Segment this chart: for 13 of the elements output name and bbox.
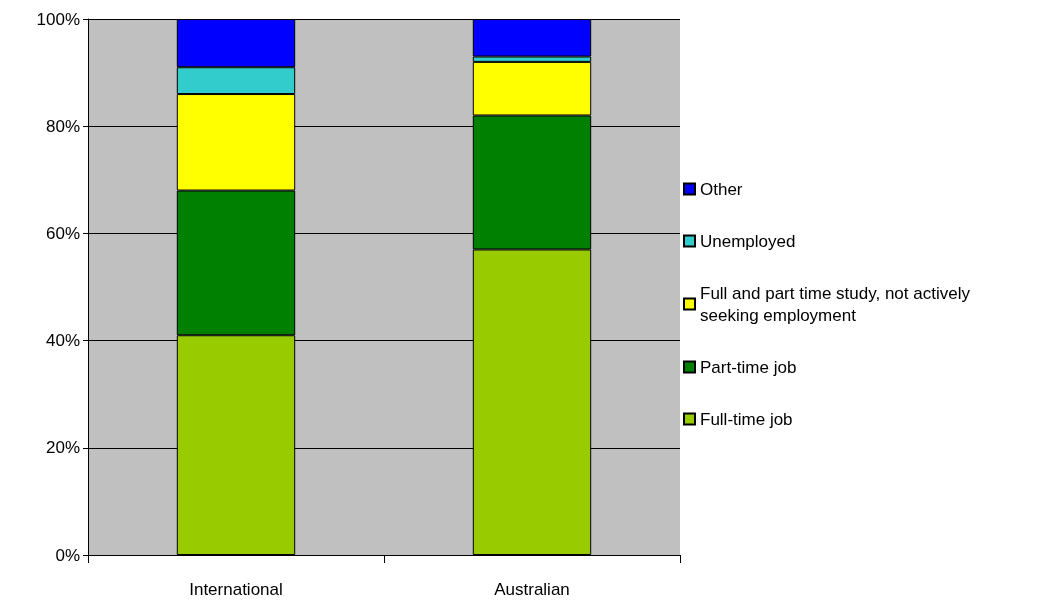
y-tick-label: 60% xyxy=(45,223,80,243)
y-tick-label: 80% xyxy=(45,116,80,136)
x-tick-label: International xyxy=(189,580,283,599)
legend-label: Unemployed xyxy=(700,231,796,251)
legend-label: Full-time job xyxy=(700,409,793,429)
x-tick-label: Australian xyxy=(494,580,570,599)
y-tick-label: 40% xyxy=(45,331,80,351)
y-tick-label: 100% xyxy=(36,9,80,29)
y-tick-label: 0% xyxy=(55,545,80,565)
legend-label: Other xyxy=(700,179,743,199)
y-tick-label: 20% xyxy=(45,438,80,458)
legend-label: Full and part time study, not actively seeking employment xyxy=(700,283,975,325)
legend-label: Part-time job xyxy=(700,357,797,377)
